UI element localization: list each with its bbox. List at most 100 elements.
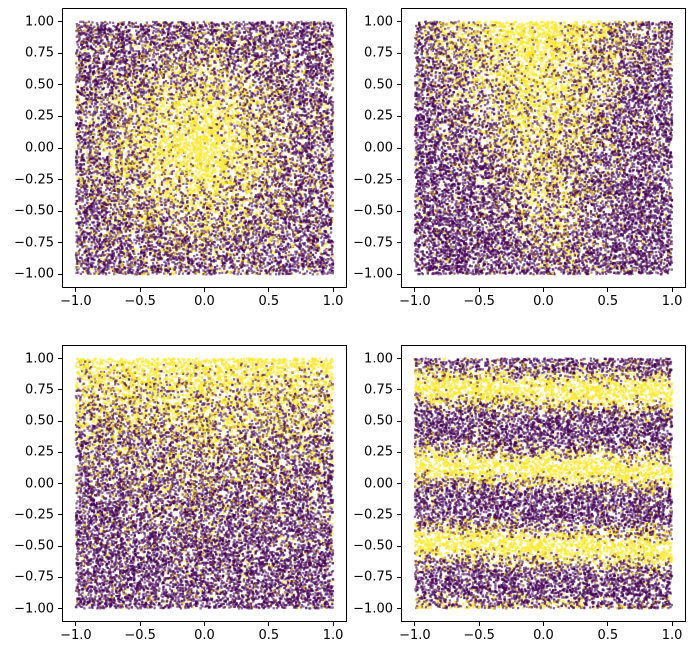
y-tick-mark xyxy=(397,389,401,391)
y-tick-label: 0.00 xyxy=(25,140,54,156)
y-tick-label: 0.50 xyxy=(364,413,393,429)
y-tick-mark xyxy=(397,115,401,117)
y-tick-mark xyxy=(397,147,401,149)
y-tick-label: −1.00 xyxy=(14,266,54,282)
y-tick-label: −0.25 xyxy=(353,172,393,188)
y-tick-label: 0.75 xyxy=(364,382,393,398)
y-tick-mark xyxy=(397,514,401,516)
y-tick-mark xyxy=(397,242,401,244)
x-tick-label: −1.0 xyxy=(399,294,431,309)
scatter-canvas-top-left xyxy=(63,9,346,287)
scatter-canvas-top-right xyxy=(402,9,685,287)
y-tick-label: 0.75 xyxy=(25,382,54,398)
x-tick-label: 0.0 xyxy=(533,628,554,643)
y-tick-mark xyxy=(58,608,62,609)
y-tick-mark xyxy=(58,576,62,578)
x-tick-mark xyxy=(139,288,141,292)
x-tick-mark xyxy=(543,622,544,626)
y-tick-mark xyxy=(58,514,62,516)
y-tick-mark xyxy=(397,358,401,359)
x-tick-mark xyxy=(268,622,270,626)
x-tick-label: −0.5 xyxy=(463,628,495,643)
y-tick-label: 1.00 xyxy=(364,14,393,30)
y-tick-mark xyxy=(58,389,62,391)
x-tick-mark xyxy=(75,288,77,292)
x-tick-mark xyxy=(332,622,334,626)
x-tick-mark xyxy=(204,288,205,292)
y-tick-label: 0.75 xyxy=(25,45,54,61)
y-tick-label: −0.75 xyxy=(353,235,393,251)
y-tick-mark xyxy=(397,420,401,422)
y-tick-label: −0.25 xyxy=(14,507,54,523)
y-tick-label: 0.75 xyxy=(364,45,393,61)
y-tick-label: −0.75 xyxy=(353,569,393,585)
x-tick-label: −0.5 xyxy=(463,294,495,309)
y-tick-label: −0.50 xyxy=(353,538,393,554)
y-tick-mark xyxy=(58,451,62,453)
x-tick-mark xyxy=(75,622,77,626)
y-tick-mark xyxy=(397,52,401,54)
x-tick-mark xyxy=(607,622,609,626)
y-tick-label: 0.25 xyxy=(25,444,54,460)
subplot-top-left-radial-blob: −1.0 −0.5 0.0 0.5 1.0 1.00 0.75 0.50 0.25 0.00 −0.… xyxy=(14,8,347,308)
y-tick-mark xyxy=(397,545,401,547)
x-tick-mark xyxy=(414,288,416,292)
x-tick-label: 0.5 xyxy=(258,628,280,643)
x-tick-label: −1.0 xyxy=(60,294,92,309)
y-tick-label: −1.00 xyxy=(353,266,393,282)
subplot-bottom-left-vertical-gradient: −1.0 −0.5 0.0 0.5 1.0 1.00 0.75 0.50 0.25 0.00 −0.… xyxy=(14,345,347,642)
x-tick-label: 0.0 xyxy=(194,294,215,309)
x-tick-label: −0.5 xyxy=(124,294,156,309)
y-tick-mark xyxy=(397,84,401,86)
x-tick-mark xyxy=(671,622,673,626)
y-tick-label: 0.50 xyxy=(364,77,393,93)
y-tick-mark xyxy=(58,84,62,86)
y-tick-mark xyxy=(58,273,62,275)
x-tick-mark xyxy=(139,622,141,626)
y-tick-label: 1.00 xyxy=(25,351,54,366)
y-tick-label: 0.00 xyxy=(25,476,54,491)
y-tick-mark xyxy=(397,451,401,453)
x-tick-mark xyxy=(268,288,270,292)
y-tick-mark xyxy=(58,358,62,359)
y-tick-label: 0.50 xyxy=(25,77,54,93)
x-tick-mark xyxy=(332,288,334,292)
y-tick-label: −0.50 xyxy=(14,538,54,554)
y-tick-label: 0.00 xyxy=(364,140,393,156)
scatter-canvas-bottom-right xyxy=(402,346,685,621)
x-tick-label: 0.5 xyxy=(258,294,280,309)
y-tick-mark xyxy=(397,21,401,23)
y-tick-label: −0.25 xyxy=(353,507,393,523)
x-tick-mark xyxy=(204,622,205,626)
y-tick-label: 0.25 xyxy=(25,108,54,124)
y-tick-mark xyxy=(58,483,62,484)
x-tick-label: −1.0 xyxy=(60,628,92,643)
y-tick-mark xyxy=(397,608,401,609)
x-tick-label: 1.0 xyxy=(322,628,344,643)
y-tick-mark xyxy=(397,273,401,275)
y-tick-label: −0.75 xyxy=(14,235,54,251)
y-tick-mark xyxy=(397,179,401,181)
x-tick-label: 0.5 xyxy=(597,628,619,643)
x-tick-label: 1.0 xyxy=(661,628,683,643)
x-tick-label: 1.0 xyxy=(322,294,344,309)
y-tick-label: 0.25 xyxy=(364,108,393,124)
x-tick-mark xyxy=(543,288,544,292)
y-tick-mark xyxy=(58,545,62,547)
y-tick-label: −0.75 xyxy=(14,569,54,585)
y-tick-mark xyxy=(58,179,62,181)
x-tick-label: −0.5 xyxy=(124,628,156,643)
y-tick-label: −1.00 xyxy=(353,601,393,616)
x-tick-mark xyxy=(671,288,673,292)
x-tick-label: 0.0 xyxy=(533,294,554,309)
scatter-canvas-bottom-left xyxy=(63,346,346,621)
x-tick-mark xyxy=(414,622,416,626)
y-tick-mark xyxy=(58,420,62,422)
x-tick-label: 0.0 xyxy=(194,628,215,643)
y-tick-mark xyxy=(58,115,62,117)
y-tick-label: 0.50 xyxy=(25,413,54,429)
y-tick-mark xyxy=(397,483,401,484)
y-tick-label: −1.00 xyxy=(14,601,54,616)
y-tick-label: 1.00 xyxy=(364,351,393,366)
